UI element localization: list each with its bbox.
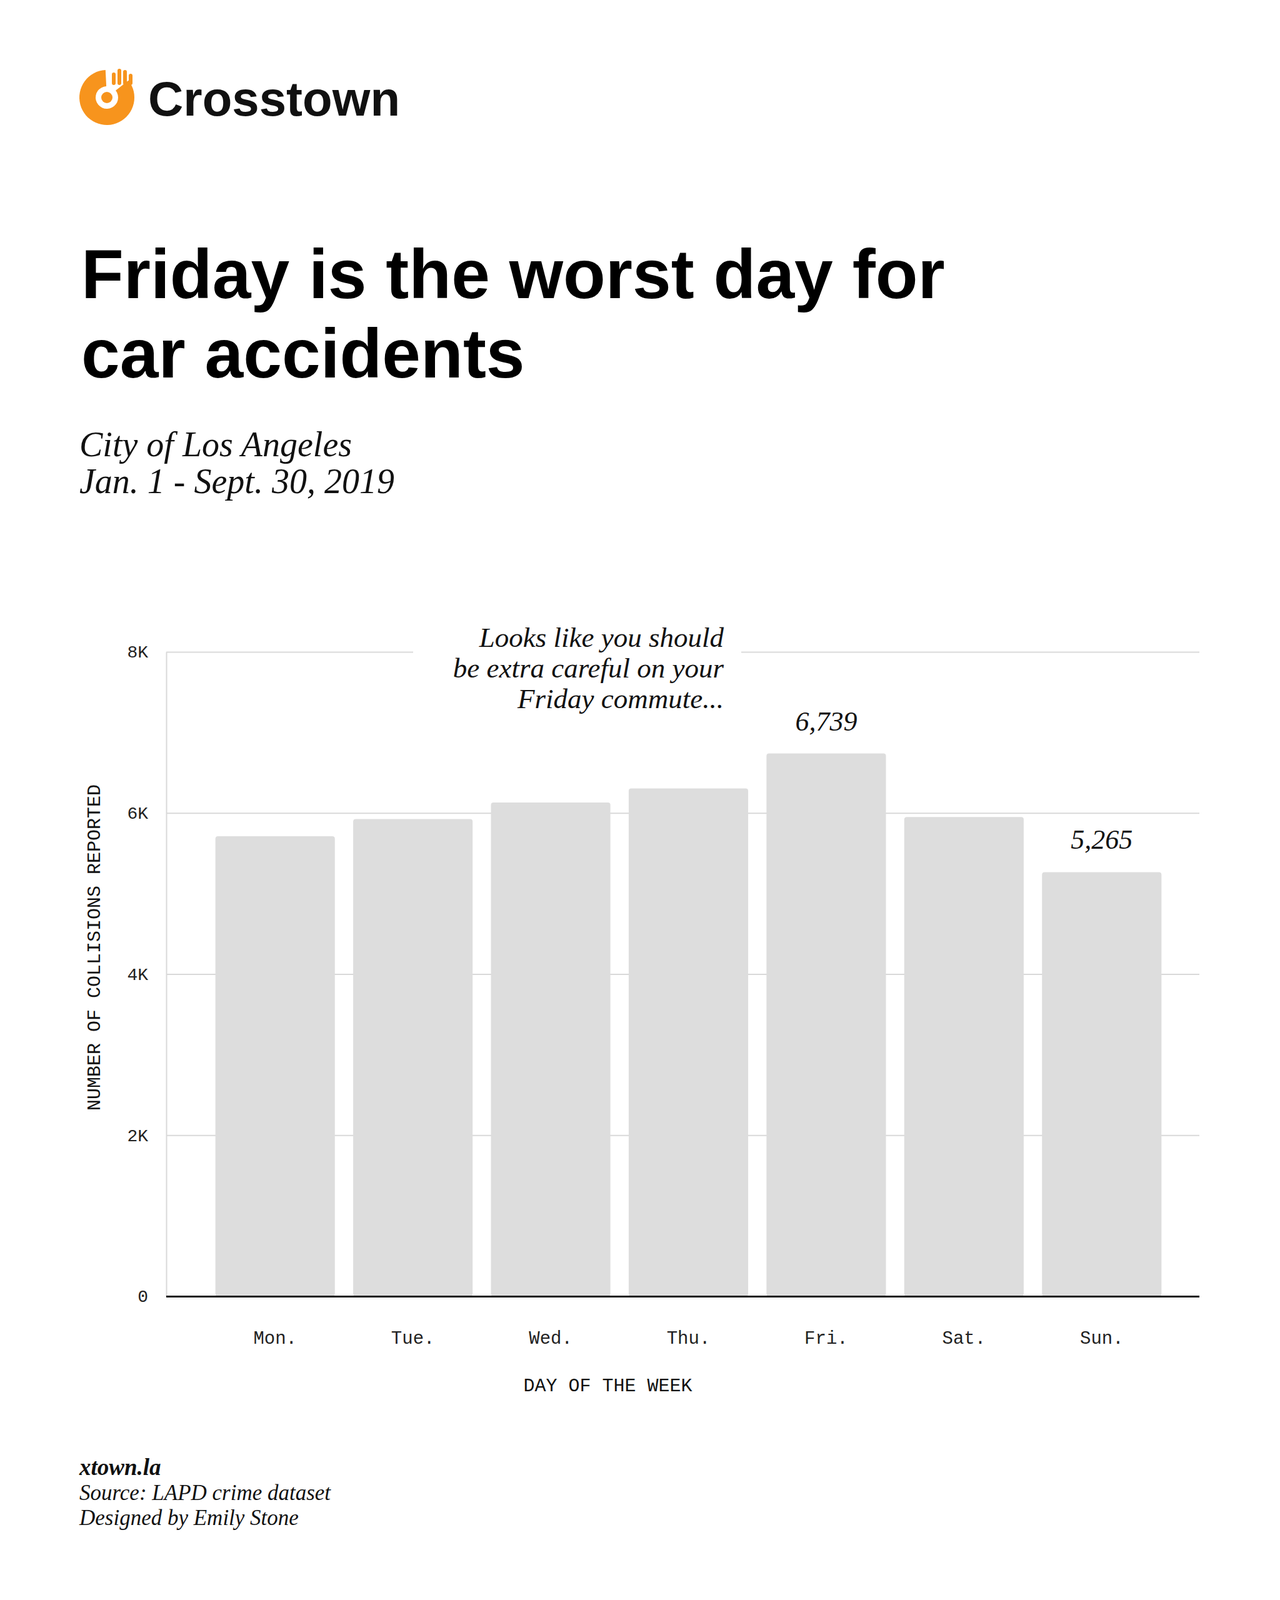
x-axis: Mon. Tue. Wed. Thu. Fri. Sat. Sun. bbox=[206, 1296, 1172, 1350]
bar bbox=[215, 836, 335, 1297]
x-tick-label: Mon. bbox=[253, 1328, 297, 1350]
y-axis: 0 2K 4K 6K 8K bbox=[126, 643, 1200, 1307]
logo-ring bbox=[79, 70, 135, 125]
data-label: 5,265 bbox=[1070, 824, 1133, 855]
x-tick-label: Fri. bbox=[804, 1328, 849, 1350]
bar bbox=[628, 788, 749, 1297]
y-tick-label: 2K bbox=[126, 1126, 149, 1147]
bar bbox=[766, 753, 886, 1297]
background bbox=[0, 0, 1280, 1600]
x-tick: Thu. bbox=[666, 1296, 711, 1350]
footer-site: xtown.la bbox=[78, 1454, 162, 1480]
chart-svg: Crosstown Friday is the worst day forcar … bbox=[0, 0, 1280, 1600]
logo-finger bbox=[111, 72, 116, 85]
x-tick-label: Sat. bbox=[942, 1328, 987, 1350]
subtitle: Jan. 1 - Sept. 30, 2019 bbox=[79, 461, 395, 501]
grid-line bbox=[166, 1295, 1200, 1298]
x-tick-label: Thu. bbox=[666, 1328, 711, 1350]
logo-finger bbox=[117, 68, 122, 85]
bar bbox=[353, 818, 473, 1297]
logo-dot bbox=[101, 91, 113, 104]
brand: Crosstown bbox=[148, 71, 400, 127]
footer-credit: Designed by Emily Stone bbox=[78, 1505, 299, 1530]
bar bbox=[491, 802, 611, 1297]
x-tick: Sat. bbox=[942, 1296, 987, 1350]
y-tick-label: 6K bbox=[126, 804, 149, 824]
x-axis-line bbox=[206, 1295, 1172, 1298]
data-label: 6,739 bbox=[795, 706, 857, 737]
y-axis-title: NUMBER OF COLLISIONS REPORTED bbox=[84, 784, 106, 1111]
x-tick: Fri. bbox=[804, 1296, 849, 1350]
logo bbox=[79, 68, 135, 125]
x-tick-label: Wed. bbox=[528, 1328, 573, 1350]
logo-finger bbox=[123, 70, 127, 85]
annotation: be extra careful on your bbox=[453, 652, 725, 684]
subtitle: City of Los Angeles bbox=[79, 425, 352, 464]
x-tick: Mon. bbox=[253, 1296, 297, 1350]
bars bbox=[215, 753, 1162, 1297]
y-tick-label: 8K bbox=[126, 643, 149, 663]
y-tick-label: 0 bbox=[137, 1287, 149, 1307]
x-axis-title: DAY OF THE WEEK bbox=[523, 1375, 692, 1397]
x-tick: Wed. bbox=[528, 1296, 573, 1350]
footer-source: Source: LAPD crime dataset bbox=[79, 1480, 332, 1505]
x-tick-label: Sun. bbox=[1080, 1328, 1124, 1350]
y-tick-label: 4K bbox=[126, 965, 149, 985]
logo-finger bbox=[128, 73, 133, 85]
annotation: Looks like you should bbox=[478, 621, 725, 654]
x-tick-label: Tue. bbox=[391, 1328, 435, 1350]
x-tick: Sun. bbox=[1080, 1296, 1124, 1350]
title: car accidents bbox=[81, 315, 525, 393]
annotation: Friday commute... bbox=[516, 683, 724, 715]
annotation-background bbox=[413, 621, 742, 716]
x-tick: Tue. bbox=[391, 1296, 435, 1350]
bar bbox=[904, 816, 1024, 1297]
title: Friday is the worst day for bbox=[81, 235, 945, 314]
bar bbox=[1041, 871, 1162, 1297]
